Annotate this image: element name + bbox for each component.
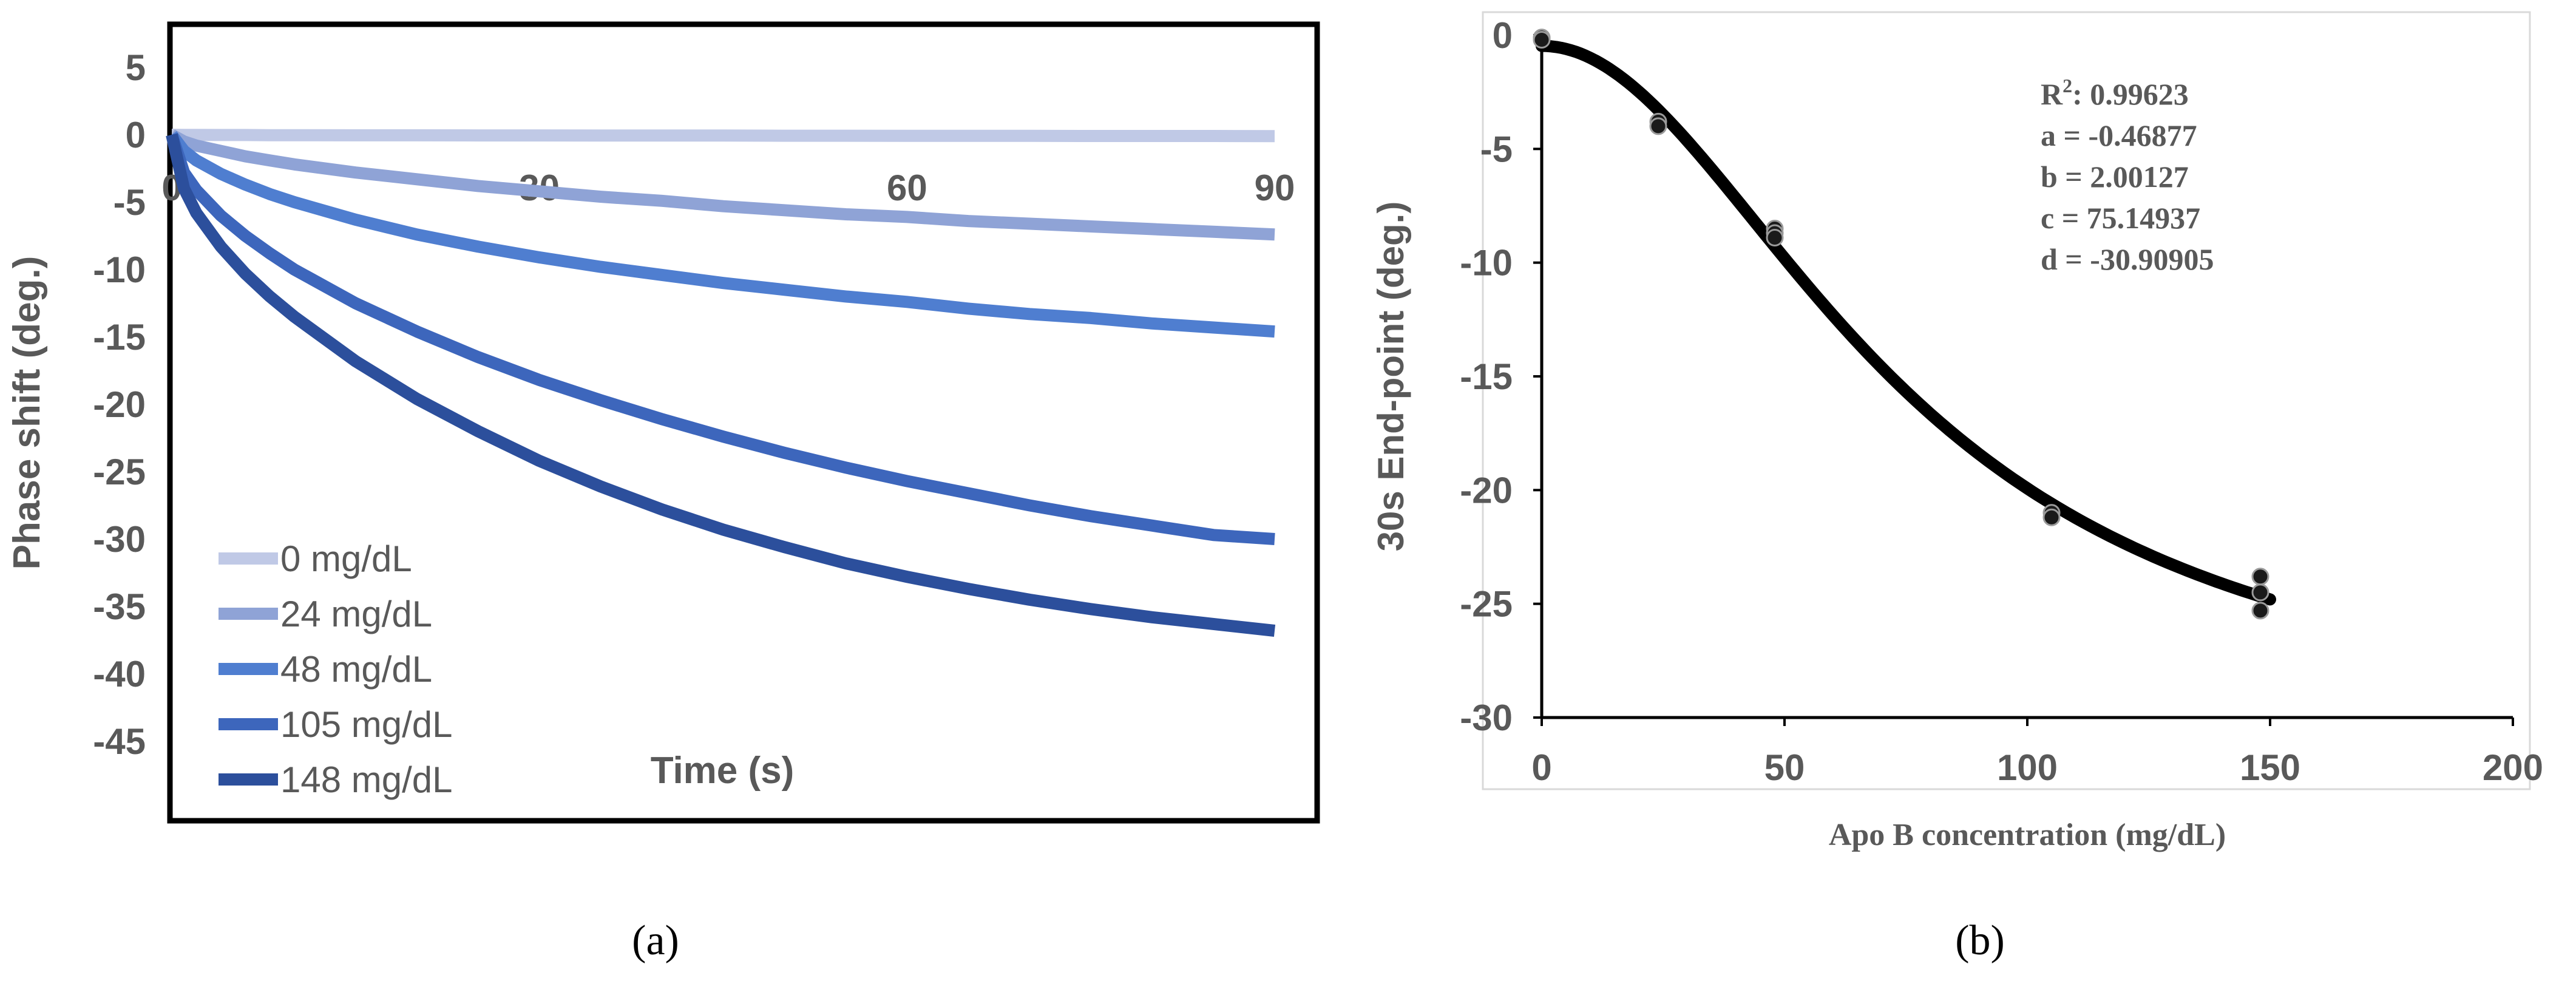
panel-b-data-points — [1533, 29, 2269, 620]
panel-a-y-tick-label: -40 — [93, 654, 146, 694]
panel-a-x-tick-label: 90 — [1255, 168, 1295, 208]
legend-item-24-mg-dl: 24 mg/dL — [219, 594, 432, 634]
panel-a-y-tick-label: -35 — [93, 586, 146, 627]
panel-a-y-tick-label: 5 — [126, 47, 146, 88]
panel-b-y-tick-label: 0 — [1493, 15, 1513, 56]
panel-a-legend: 0 mg/dL 24 mg/dL 48 mg/dL 105 mg/dL 148 mg/d… — [219, 538, 453, 800]
legend-label: 148 mg/dL — [280, 759, 453, 800]
panel-a-x-axis-label: Time (s) — [651, 750, 795, 792]
panel-a-y-tick-label: 0 — [126, 115, 146, 155]
fit-parameter-b: b = 2.00127 — [2041, 160, 2189, 194]
legend-item-148-mg-dl: 148 mg/dL — [219, 759, 453, 800]
panel-b-x-axis-label: Apo B concentration (mg/dL) — [1829, 818, 2226, 852]
panel-a-y-tick-label: -10 — [93, 249, 146, 290]
panel-b-x-tick-label: 150 — [2240, 747, 2300, 788]
legend-item-0-mg-dl: 0 mg/dL — [219, 538, 412, 579]
panel-b-y-tick-label: -25 — [1460, 584, 1513, 625]
data-point — [1649, 117, 1667, 135]
panel-b-plot-area — [1482, 11, 2531, 790]
legend-item-48-mg-dl: 48 mg/dL — [219, 649, 432, 690]
panel-b-x-tick-label: 200 — [2483, 747, 2543, 788]
panel-a-x-tick-label: 60 — [887, 168, 927, 208]
panel-b-x-tick-label: 50 — [1764, 747, 1805, 788]
r-squared-value: : 0.99623 — [2072, 77, 2189, 111]
r-squared-label: R — [2041, 77, 2063, 111]
r-squared-superscript: 2 — [2062, 75, 2072, 97]
data-point — [2042, 508, 2061, 526]
legend-label: 24 mg/dL — [280, 594, 432, 634]
data-point — [2251, 602, 2269, 620]
panel-b-x-axis-ticks: 0 50 100 150 200 — [1531, 718, 2543, 788]
panel-b-x-tick-label: 100 — [1997, 747, 2058, 788]
data-point — [1533, 30, 1551, 49]
series-line-148-mg-dl — [166, 133, 1276, 637]
panel-b-x-tick-label: 0 — [1531, 747, 1551, 788]
fit-parameter-a: a = -0.46877 — [2041, 118, 2197, 152]
panel-a-y-tick-label: -5 — [114, 182, 146, 223]
panel-b-y-tick-label: -5 — [1480, 129, 1513, 169]
data-point — [1766, 228, 1784, 246]
panel-b-y-tick-label: -15 — [1460, 356, 1513, 397]
panel-b-y-axis-ticks: 0 -5 -10 -15 -20 -25 -30 — [1460, 15, 1542, 738]
legend-label: 105 mg/dL — [280, 704, 453, 745]
fit-parameter-c: c = 75.14937 — [2041, 201, 2200, 235]
panel-b-y-tick-label: -10 — [1460, 243, 1513, 283]
panel-a-y-axis-label: Phase shift (deg.) — [6, 256, 48, 570]
legend-label: 48 mg/dL — [280, 649, 432, 690]
panel-a-y-tick-label: -30 — [93, 519, 146, 560]
data-point — [2251, 568, 2269, 586]
series-line-0-mg-dl — [171, 129, 1275, 143]
panel-a-y-tick-label: -45 — [93, 721, 146, 762]
legend-item-105-mg-dl: 105 mg/dL — [219, 704, 453, 745]
panel-b-fit-parameters: R2: 0.99623 a = -0.46877 b = 2.00127 c = 75… — [2041, 75, 2214, 276]
series-line-24-mg-dl — [169, 129, 1275, 241]
fit-parameter-r2: R2: 0.99623 — [2041, 75, 2189, 111]
series-line-48-mg-dl — [167, 131, 1275, 338]
panel-b-y-tick-label: -20 — [1460, 470, 1513, 511]
panel-b-y-tick-label: -30 — [1460, 698, 1513, 738]
panel-b-caption: (b) — [1955, 917, 2005, 964]
panel-a-plot-frame — [167, 21, 1320, 824]
panel-b-y-axis-label: 30s End-point (deg.) — [1371, 202, 1411, 552]
panel-a-y-tick-label: -20 — [93, 384, 146, 425]
panel-a-phase-shift-chart: 50-5-10-15-20-25-30-35-40-45 0 30 60 90 0 m… — [6, 21, 1320, 964]
panel-a-series-lines — [166, 129, 1276, 637]
panel-a-y-tick-label: -15 — [93, 317, 146, 358]
data-point — [2251, 583, 2269, 602]
panel-a-y-axis-ticks: 5 0 -5 -10 -15 -20 -25 -30 -35 -40 -45 — [93, 47, 146, 762]
panel-a-y-tick-label: -25 — [93, 452, 146, 492]
legend-label: 0 mg/dL — [280, 538, 412, 579]
series-line-105-mg-dl — [166, 132, 1275, 545]
panel-b-end-point-chart: 0 -5 -10 -15 -20 -25 -30 0 50 100 150 200 R2: 0.99… — [1371, 11, 2543, 964]
panel-a-caption: (a) — [632, 917, 679, 964]
fit-parameter-d: d = -30.90905 — [2041, 242, 2214, 276]
